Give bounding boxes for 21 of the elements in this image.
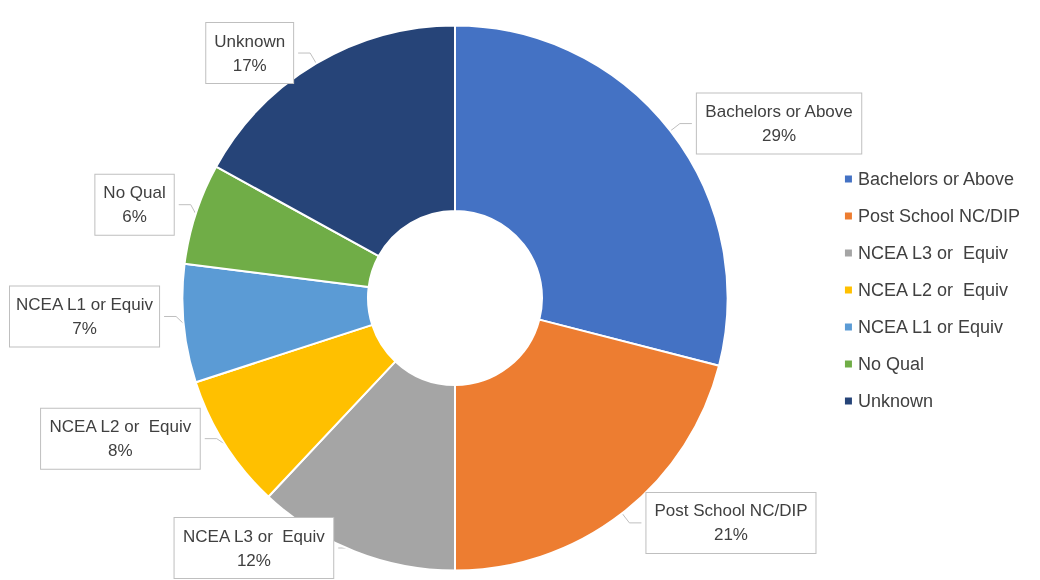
- data-label: 8%: [108, 441, 133, 461]
- data-label: 29%: [762, 126, 797, 146]
- slice-label: No Qual: [103, 183, 166, 203]
- slice-label: Bachelors or Above: [705, 102, 853, 122]
- slice-label: Post School NC/DIP: [654, 501, 808, 521]
- data-label: 17%: [232, 55, 267, 75]
- legend-label: Bachelors or Above: [857, 169, 1015, 189]
- legend-label: Unknown: [857, 391, 933, 411]
- legend-label: Post School NC/DIP: [857, 206, 1020, 226]
- legend-label: NCEA L3 or Equiv: [857, 243, 1009, 263]
- legend-label: No Qual: [857, 354, 924, 374]
- data-label: 12%: [236, 550, 271, 570]
- slice-label: NCEA L3 or Equiv: [183, 526, 326, 546]
- data-label: 21%: [713, 525, 748, 545]
- data-label: 6%: [122, 207, 147, 227]
- slice-label: NCEA L2 or Equiv: [49, 417, 192, 437]
- slice-label: Unknown: [214, 31, 286, 51]
- legend-label: NCEA L1 or Equiv: [857, 317, 1004, 337]
- data-label: 7%: [72, 319, 97, 338]
- slice-label: NCEA L1 or Equiv: [16, 295, 154, 314]
- legend-label: NCEA L2 or Equiv: [857, 280, 1009, 300]
